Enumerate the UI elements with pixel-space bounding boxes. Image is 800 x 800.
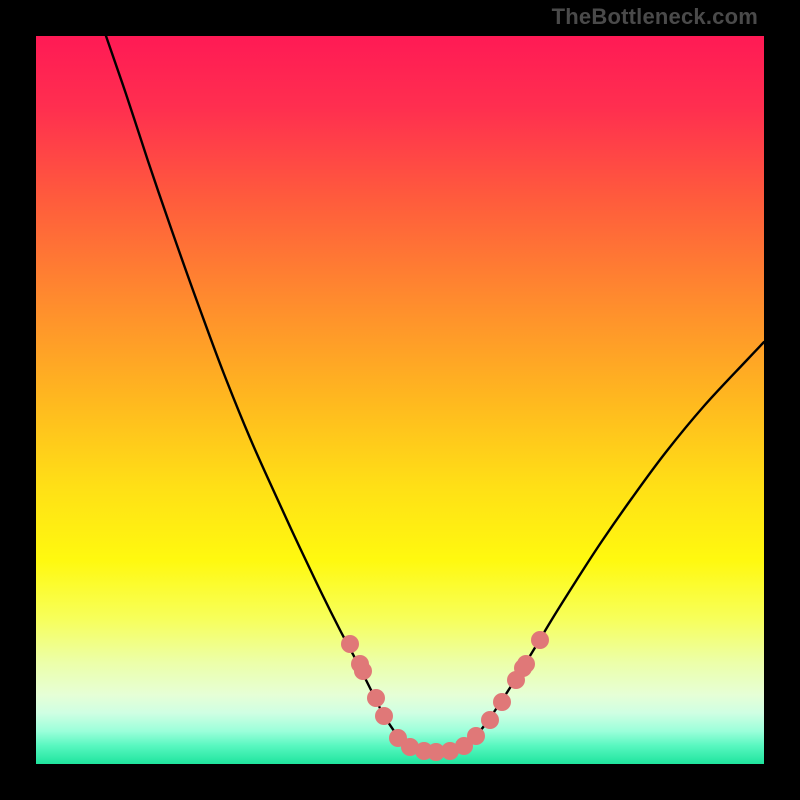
marker-point (354, 662, 372, 680)
frame-right (764, 0, 800, 800)
marker-point (481, 711, 499, 729)
curve-left (106, 36, 402, 743)
marker-point (375, 707, 393, 725)
marker-point (517, 655, 535, 673)
watermark-text: TheBottleneck.com (552, 4, 758, 30)
marker-point (467, 727, 485, 745)
frame-bottom (0, 764, 800, 800)
marker-point (341, 635, 359, 653)
bottleneck-curve (36, 36, 764, 764)
marker-point (493, 693, 511, 711)
frame-left (0, 0, 36, 800)
marker-point (367, 689, 385, 707)
marker-point (531, 631, 549, 649)
plot-area (36, 36, 764, 764)
